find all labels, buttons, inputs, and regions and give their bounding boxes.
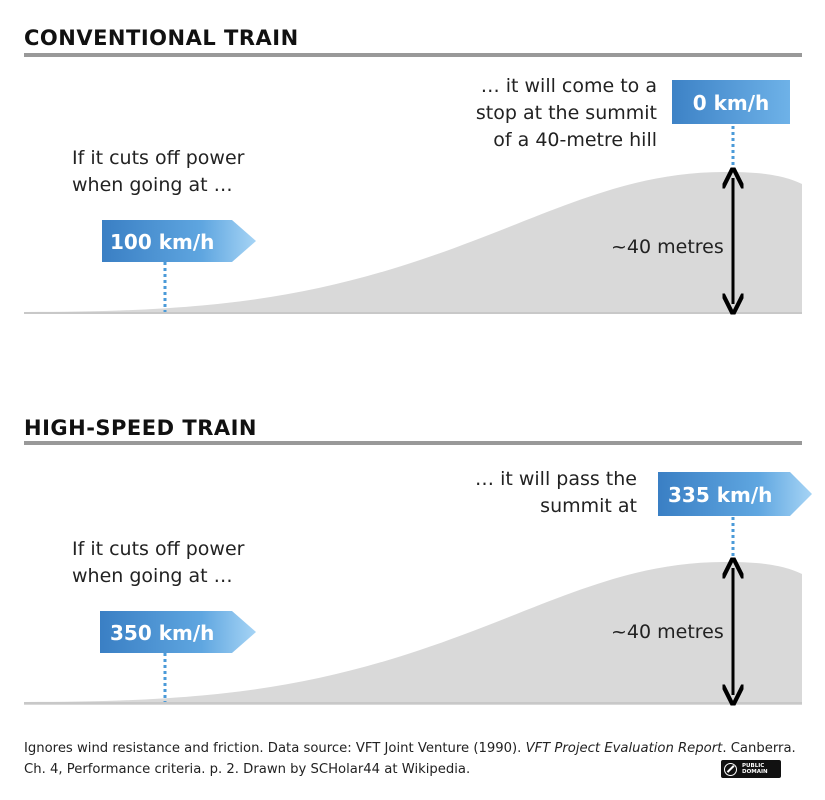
- high-speed-start-speed: 350 km/h: [110, 621, 214, 645]
- high-speed-start-caption: If it cuts off power when going at …: [72, 538, 245, 587]
- report-title: VFT Project Evaluation Report: [525, 741, 723, 756]
- conventional-end-caption: … it will come to a stop at the summit o…: [475, 75, 657, 151]
- high-speed-end-speed-box: [658, 472, 812, 516]
- public-domain-icon: [724, 762, 737, 776]
- conventional-hill: [24, 171, 802, 314]
- high-speed-hill: [24, 561, 802, 705]
- high-speed-heading: HIGH-SPEED TRAIN: [24, 416, 258, 440]
- high-speed-start-speed-box: [100, 611, 256, 653]
- conventional-start-speed: 100 km/h: [110, 230, 214, 254]
- conventional-end-speed-box: [672, 80, 790, 124]
- conventional-train-panel: CONVENTIONAL TRAIN 100 km/h 0 km/h If it…: [0, 0, 825, 330]
- high-speed-train-panel: HIGH-SPEED TRAIN 350 km/h 335 km/h If it…: [0, 405, 825, 725]
- source-footnote: Ignores wind resistance and friction. Da…: [24, 741, 796, 777]
- high-speed-end-speed: 335 km/h: [668, 483, 772, 507]
- conventional-heading-rule: [24, 53, 802, 57]
- conventional-heading: CONVENTIONAL TRAIN: [24, 26, 299, 50]
- conventional-end-speed: 0 km/h: [693, 91, 770, 115]
- high-speed-heading-rule: [24, 441, 802, 445]
- public-domain-badge: PUBLIC DOMAIN: [721, 760, 781, 778]
- conventional-height-label: ~40 metres: [611, 236, 724, 258]
- conventional-start-caption: If it cuts off power when going at …: [72, 147, 245, 196]
- high-speed-height-label: ~40 metres: [611, 621, 724, 643]
- high-speed-end-caption: … it will pass the summit at: [475, 468, 637, 517]
- conventional-scene: 100 km/h 0 km/h: [24, 80, 802, 330]
- conventional-start-speed-box: [102, 220, 256, 262]
- high-speed-scene: 350 km/h 335 km/h: [24, 472, 812, 725]
